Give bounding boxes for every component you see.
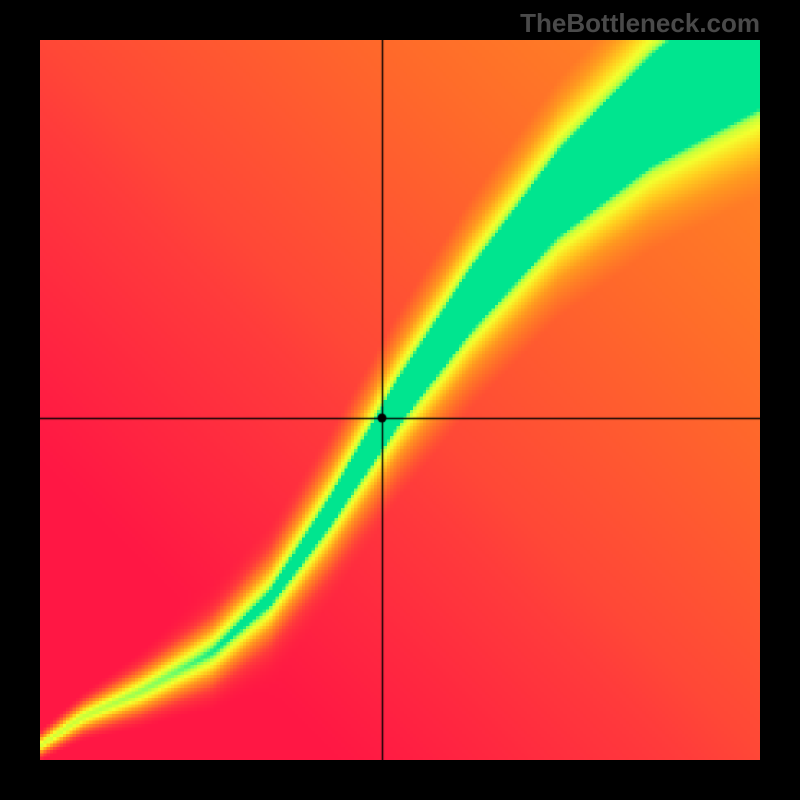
crosshair-overlay [40,40,760,760]
watermark-text: TheBottleneck.com [520,8,760,39]
